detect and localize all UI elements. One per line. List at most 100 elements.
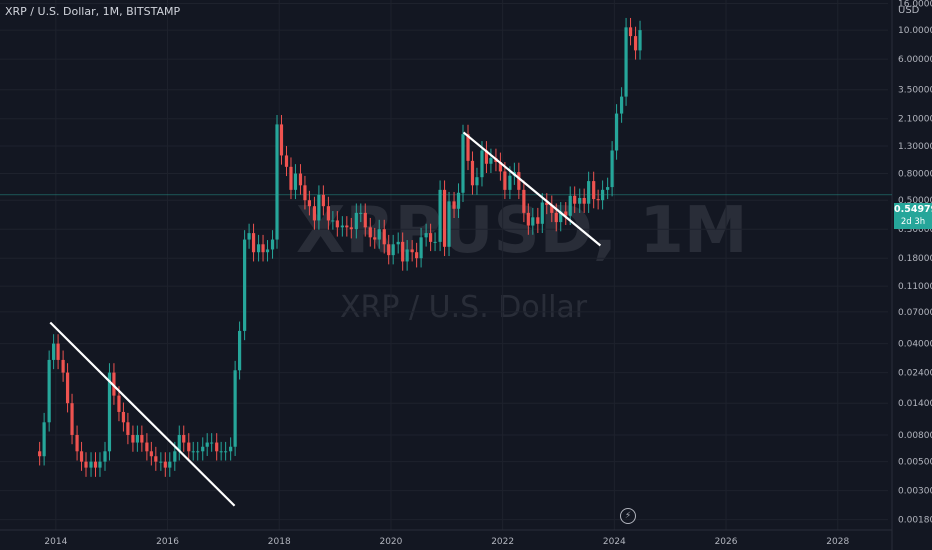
- candle-body: [363, 212, 367, 228]
- x-tick-label: 2020: [379, 537, 402, 547]
- candle-body: [270, 239, 275, 250]
- candle-body: [303, 185, 307, 201]
- y-tick-label: 0.07000: [898, 308, 932, 318]
- candle-body: [79, 451, 84, 462]
- candle-body: [289, 166, 293, 190]
- candle-body: [345, 225, 349, 228]
- candle-body: [573, 195, 577, 204]
- candle-body: [149, 451, 153, 457]
- candle-body: [568, 195, 572, 216]
- bar-countdown: 2d 3h: [900, 217, 926, 227]
- candle-body: [75, 434, 79, 452]
- candle-body: [112, 372, 116, 396]
- candle-body: [121, 411, 126, 423]
- candle-body: [410, 249, 414, 253]
- symbol-title: XRP / U.S. Dollar, 1M, BITSTAMP: [5, 5, 181, 18]
- y-tick-label: 0.11000: [898, 282, 932, 292]
- y-tick-label: 0.80000: [898, 170, 932, 180]
- candle-body: [592, 181, 596, 200]
- candle-body: [373, 237, 377, 240]
- y-tick-label: 0.18000: [898, 254, 932, 264]
- candle-body: [168, 461, 172, 468]
- candle-body: [447, 201, 451, 247]
- candle-body: [135, 434, 139, 443]
- trendline: [462, 131, 602, 247]
- candle-body: [279, 124, 284, 156]
- candle-body: [428, 233, 433, 242]
- candle-body: [191, 451, 195, 453]
- candle-body: [387, 244, 391, 256]
- candle-body: [103, 451, 107, 462]
- x-tick-label: 2016: [156, 537, 179, 547]
- candle-body: [596, 199, 600, 201]
- candle-body: [317, 194, 321, 221]
- candle-body: [131, 434, 135, 443]
- candle-body: [256, 244, 261, 253]
- candle-body: [265, 249, 270, 253]
- candle-body: [475, 177, 479, 186]
- candle-body: [163, 461, 167, 468]
- candle-body: [601, 189, 605, 201]
- candle-body: [307, 200, 312, 207]
- candle-body: [224, 451, 228, 453]
- x-tick-label: 2022: [491, 537, 514, 547]
- candle-body: [42, 422, 46, 457]
- y-tick-label: 0.02400: [898, 369, 932, 379]
- candle-body: [578, 197, 582, 204]
- candle-body: [201, 446, 205, 452]
- candle-body: [237, 330, 242, 371]
- candle-body: [456, 192, 461, 209]
- x-tick-label: 2024: [603, 537, 626, 547]
- candle-body: [498, 161, 503, 172]
- candle-body: [298, 173, 303, 186]
- candle-body: [98, 461, 102, 468]
- candle-body: [405, 249, 409, 262]
- candle-body: [349, 227, 353, 230]
- candle-body: [554, 212, 558, 223]
- candle-body: [243, 239, 247, 331]
- y-tick-label: 10.00000: [898, 26, 932, 36]
- lightning-bolt-icon[interactable]: ⚡: [620, 508, 636, 524]
- candle-body: [89, 461, 93, 468]
- candle-body: [489, 158, 493, 164]
- candle-body: [61, 359, 65, 373]
- candle-body: [396, 241, 400, 245]
- candle-body: [638, 30, 642, 51]
- y-tick-label: 1.30000: [898, 142, 932, 152]
- candle-body: [47, 359, 51, 423]
- candle-body: [196, 451, 200, 453]
- candle-body: [620, 96, 624, 114]
- candle-body: [484, 150, 489, 164]
- candle-body: [438, 189, 442, 242]
- candle-body: [401, 241, 405, 262]
- candle-body: [522, 189, 526, 213]
- candle-body: [210, 442, 214, 444]
- candle-body: [182, 434, 186, 443]
- candle-body: [126, 422, 130, 435]
- candle-body: [564, 211, 568, 216]
- candle-body: [470, 160, 475, 186]
- candle-body: [377, 229, 381, 240]
- y-tick-label: 3.50000: [898, 86, 932, 96]
- candle-body: [628, 27, 633, 37]
- candle-body: [442, 189, 447, 247]
- candle-body: [419, 237, 423, 259]
- candle-body: [177, 434, 181, 452]
- last-price-badge: 0.54979 2d 3h: [894, 203, 932, 229]
- y-tick-label: 0.01400: [898, 399, 932, 409]
- candle-body: [205, 442, 209, 447]
- candle-body: [606, 187, 610, 190]
- candle-body: [331, 220, 335, 222]
- candle-body: [52, 343, 56, 360]
- x-tick-label: 2014: [44, 537, 67, 547]
- candle-body: [540, 202, 544, 224]
- y-tick-label: 16.00000: [898, 0, 932, 9]
- y-tick-label: 0.00300: [898, 487, 932, 497]
- y-tick-label: 0.30000: [898, 225, 932, 235]
- candle-body: [107, 372, 112, 452]
- description-watermark: XRP / U.S. Dollar: [340, 290, 588, 325]
- candle-body: [173, 451, 177, 462]
- candle-body: [461, 134, 465, 193]
